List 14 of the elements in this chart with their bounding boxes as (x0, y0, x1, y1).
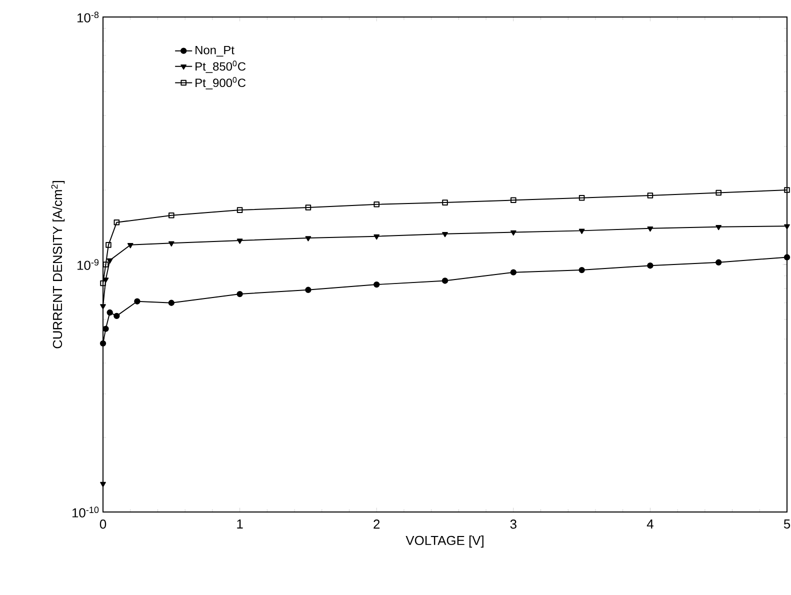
x-tick-label: 2 (374, 520, 380, 529)
legend-label: Non_Pt (196, 46, 234, 57)
y-tick-label: 10$^{-8}$ (78, 12, 99, 22)
y-tick-label: 10$^{-10}$ (72, 506, 99, 518)
x-tick-label: 1 (237, 520, 243, 528)
x-axis-title: VOLTAGE [V] (406, 536, 484, 548)
x-tick-label: 5 (784, 520, 790, 529)
legend-label: Pt_850$^{0}$C (196, 60, 246, 73)
y-axis-title: CURRENT DENSITY [A/cm$^{2}$] (51, 181, 65, 348)
y-tick-label: 10$^{-9}$ (78, 259, 99, 270)
x-tick-label: 4 (646, 520, 654, 528)
x-tick-label: 3 (510, 520, 516, 529)
x-tick-label: 0 (100, 520, 106, 529)
legend-label: Pt_900$^{0}$C (196, 77, 246, 90)
